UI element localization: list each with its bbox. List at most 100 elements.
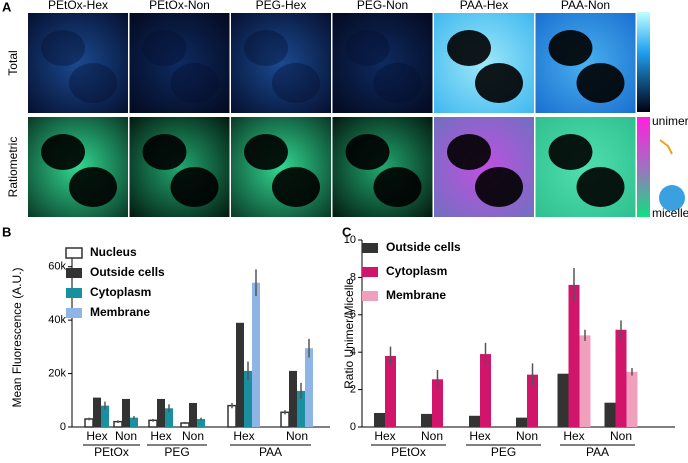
bar — [157, 398, 165, 427]
column-title: PEG-Non — [357, 0, 408, 12]
cell-nucleus — [69, 63, 117, 103]
bar — [615, 329, 627, 427]
panel-label: C — [342, 224, 352, 239]
bar — [122, 398, 130, 427]
x-tick-label: Hex — [233, 429, 254, 443]
bar — [527, 374, 538, 427]
cell-nucleus — [244, 30, 288, 66]
legend-swatch — [362, 243, 378, 253]
legend-label: Membrane — [386, 288, 446, 302]
group-label: PAA — [586, 445, 609, 458]
bar — [252, 282, 260, 427]
cell-nucleus — [373, 63, 422, 103]
cell-nucleus — [244, 134, 288, 170]
y-tick-label: 10 — [344, 234, 356, 246]
colorbar-total — [637, 12, 650, 112]
cell-nucleus — [548, 30, 593, 66]
bar — [305, 348, 313, 427]
colorbar-label: unimer — [652, 114, 688, 128]
group-label: PEtOx — [94, 445, 129, 458]
column-title: PEtOx-Hex — [48, 0, 108, 12]
column-title: PAA-Non — [561, 0, 610, 12]
bar — [604, 402, 616, 427]
cell-nucleus — [142, 30, 187, 66]
legend-label: Cytoplasm — [90, 285, 151, 299]
colorbar-ratio — [637, 117, 650, 217]
x-tick-label: Hex — [86, 429, 107, 443]
unimer-icon — [659, 139, 673, 155]
colorbar-label: micelle — [652, 206, 688, 220]
x-tick-label: Hex — [563, 429, 584, 443]
legend-swatch — [66, 288, 82, 298]
cell-nucleus — [475, 167, 523, 207]
column-title: PEtOx-Non — [149, 0, 210, 12]
cell-nucleus — [41, 134, 85, 170]
cell-nucleus — [345, 134, 390, 170]
cell-nucleus — [576, 63, 625, 103]
cell-nucleus — [69, 167, 117, 207]
legend-swatch — [66, 308, 82, 318]
bar — [557, 373, 569, 427]
bar — [289, 370, 297, 427]
legend-label: Outside cells — [90, 265, 165, 279]
panel-label: B — [2, 224, 11, 239]
bar — [579, 335, 591, 427]
cell-nucleus — [373, 167, 422, 207]
bar — [236, 322, 244, 427]
x-tick-label: Hex — [469, 429, 490, 443]
x-tick-label: Non — [610, 429, 632, 443]
x-tick-label: Non — [421, 429, 443, 443]
cell-nucleus — [142, 134, 187, 170]
legend-swatch — [362, 267, 378, 277]
cell-nucleus — [447, 30, 491, 66]
cell-nucleus — [170, 63, 219, 103]
micrograph — [332, 13, 433, 113]
group-label: PEtOx — [391, 445, 426, 458]
bar — [189, 402, 197, 427]
bar — [469, 415, 480, 427]
micelle-icon — [659, 185, 685, 211]
bar — [227, 404, 237, 428]
y-tick-label: 40k — [48, 314, 66, 326]
y-tick-label: 20k — [48, 367, 66, 379]
micrograph — [129, 13, 230, 113]
legend-label: Nucleus — [90, 245, 137, 259]
bar — [568, 284, 580, 427]
y-tick-label: 0 — [60, 421, 66, 433]
y-axis-label: Ratio Unimer/Micelle — [342, 278, 356, 389]
microscopy-panel: PEtOx-Hex PEtOx-Non PEG-Hex PEG-Non PAA-Hex P… — [6, 0, 688, 220]
micrograph — [28, 13, 128, 113]
x-tick-label: Hex — [150, 429, 171, 443]
bar — [197, 418, 205, 427]
bar — [432, 379, 443, 427]
legend-label: Outside cells — [386, 240, 461, 254]
y-tick-label: 2 — [350, 384, 356, 396]
group-label: PEG — [491, 445, 516, 458]
x-tick-label: Non — [286, 429, 308, 443]
bar — [244, 370, 252, 427]
bar — [101, 405, 109, 427]
bar — [626, 371, 638, 427]
panel-label: A — [2, 0, 12, 14]
micrograph — [231, 13, 331, 113]
legend-swatch — [362, 291, 378, 301]
cell-nucleus — [170, 167, 219, 207]
x-tick-label: Non — [115, 429, 137, 443]
bar — [385, 355, 396, 427]
bar — [297, 390, 305, 427]
cell-nucleus — [447, 134, 491, 170]
y-tick-label: 0 — [350, 421, 356, 433]
y-tick-label: 4 — [350, 346, 356, 358]
cell-nucleus — [576, 167, 625, 207]
group-label: PAA — [259, 445, 282, 458]
y-tick-label: 60k — [48, 261, 66, 273]
column-title: PEG-Hex — [256, 0, 307, 12]
x-tick-label: Non — [182, 429, 204, 443]
bar — [480, 354, 491, 427]
legend-label: Membrane — [90, 305, 150, 319]
bar — [374, 412, 385, 427]
legend-swatch — [66, 268, 82, 278]
cell-nucleus — [548, 134, 593, 170]
cell-nucleus — [345, 30, 390, 66]
